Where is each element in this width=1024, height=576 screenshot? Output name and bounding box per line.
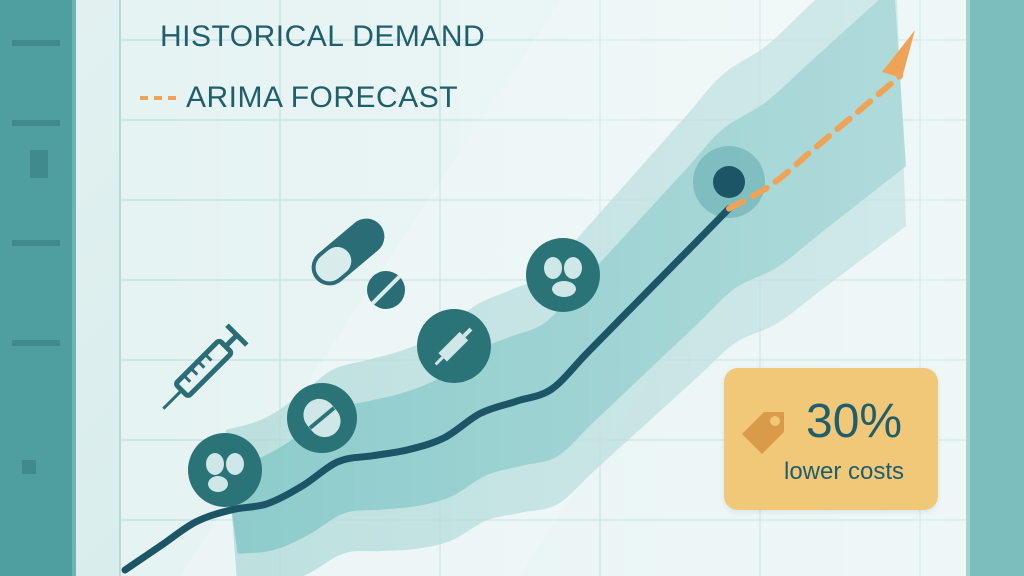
tablet-icon bbox=[367, 271, 405, 309]
syringe-icon bbox=[162, 323, 249, 410]
savings-percent: 30% bbox=[806, 395, 903, 448]
tablet-circle-icon bbox=[287, 383, 357, 453]
pill-circle-icon bbox=[188, 433, 262, 507]
legend-historical-demand: HISTORICAL DEMAND bbox=[160, 20, 486, 53]
legend-arima-forecast: ARIMA FORECAST bbox=[186, 81, 459, 114]
cost-savings-badge: 30% lower costs bbox=[724, 368, 938, 510]
legend-forecast-swatch bbox=[140, 96, 176, 100]
savings-label: lower costs bbox=[784, 458, 905, 485]
arima-forecast-line bbox=[726, 73, 903, 212]
price-tag-icon bbox=[742, 412, 784, 454]
pill-circle-icon bbox=[526, 238, 600, 312]
right-panel-strip bbox=[966, 0, 1024, 576]
historical-demand-line bbox=[121, 205, 733, 574]
capsule-icon bbox=[311, 218, 385, 286]
forecast-arrowhead bbox=[882, 30, 915, 78]
last-observation-point bbox=[713, 166, 745, 198]
syringe-circle-icon bbox=[417, 309, 491, 383]
left-panel-strip bbox=[0, 0, 76, 576]
